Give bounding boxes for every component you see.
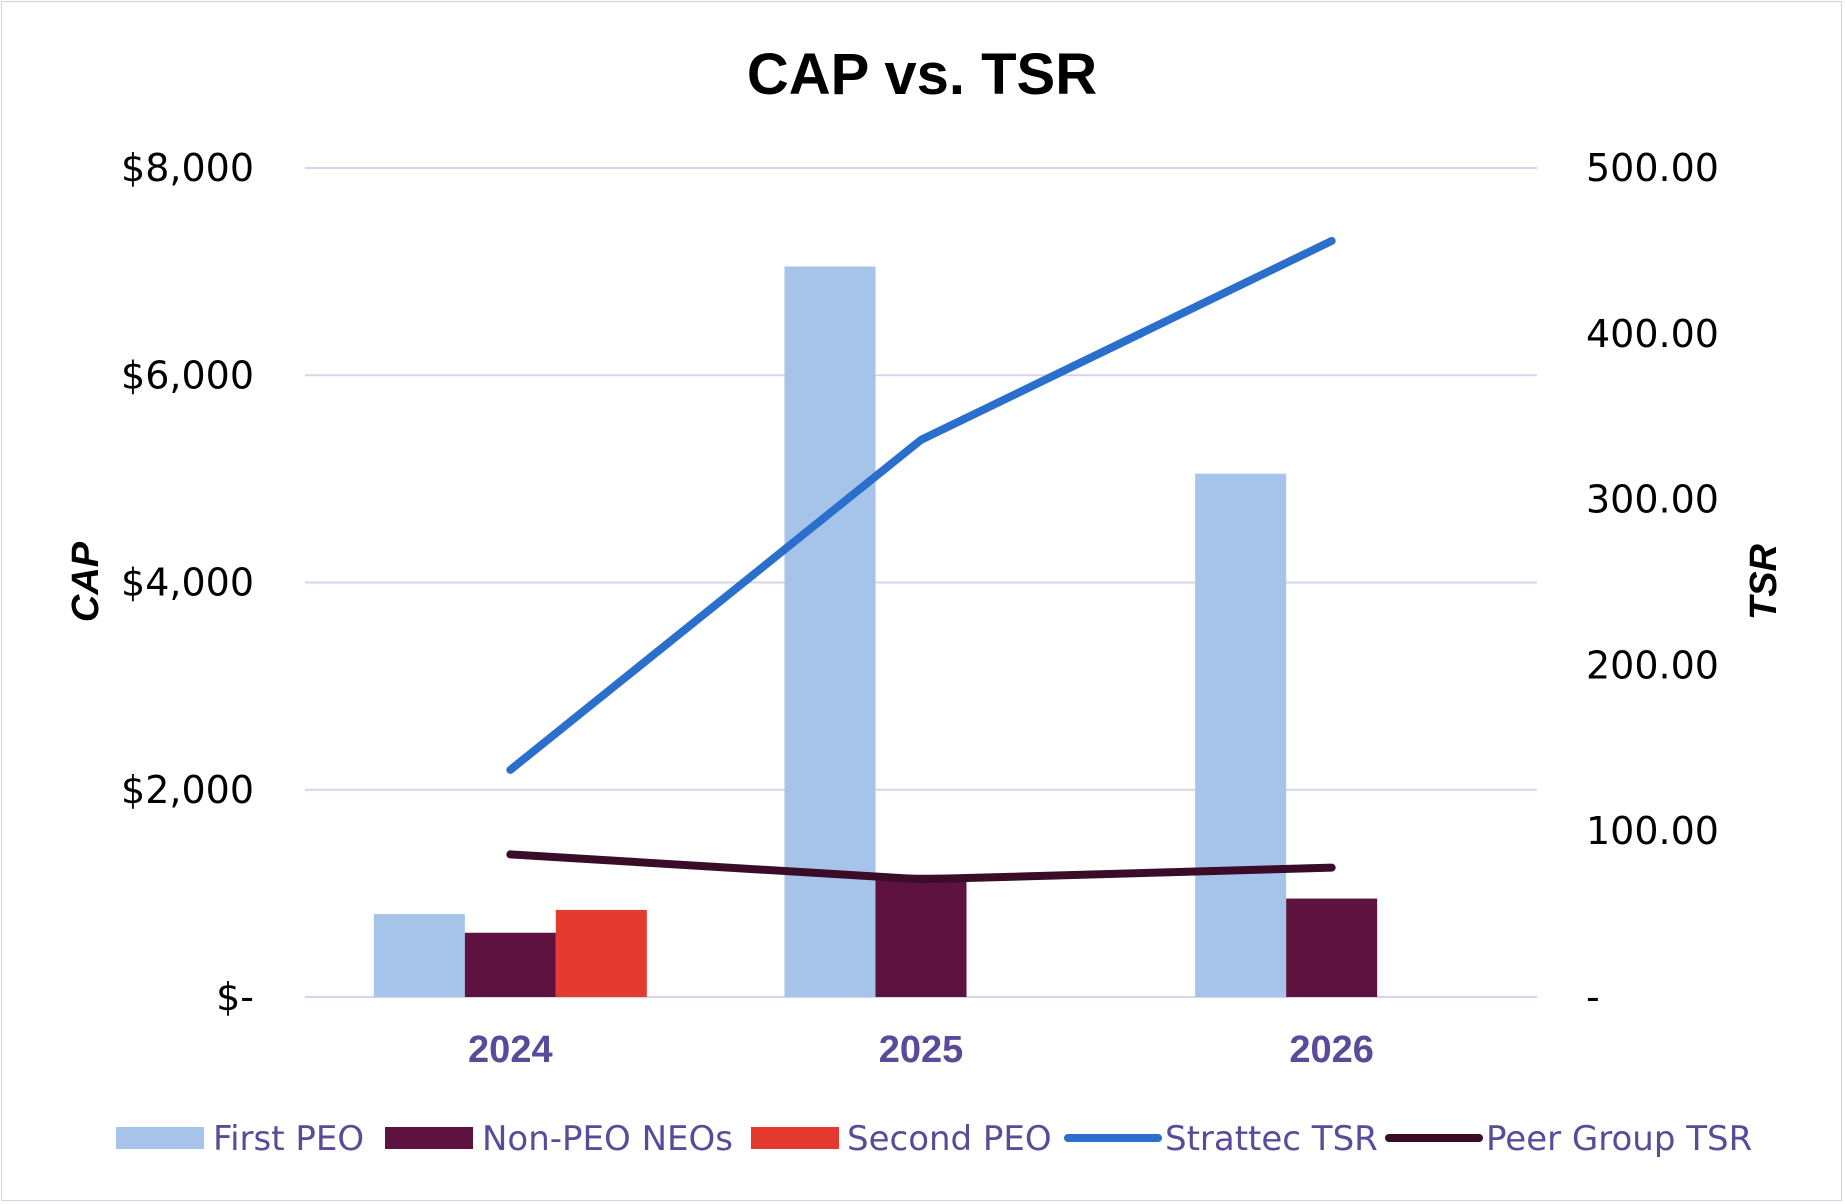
legend-label-non-peo-neos: Non-PEO NEOs bbox=[482, 1119, 733, 1159]
legend-swatch-non-peo-neos bbox=[385, 1127, 473, 1149]
legend-swatch-first-peo bbox=[116, 1127, 204, 1149]
legend-label-strattec-tsr: Strattec TSR bbox=[1165, 1119, 1378, 1159]
right-axis-title: TSR bbox=[1743, 543, 1785, 620]
bar-non-peo-neos bbox=[1286, 898, 1378, 997]
left-axis-title: CAP bbox=[65, 541, 107, 622]
right-tick-label: 100.00 bbox=[1586, 809, 1719, 853]
bar-second-peo bbox=[555, 909, 647, 997]
bar-first-peo bbox=[784, 266, 876, 998]
bar-non-peo-neos bbox=[875, 874, 967, 997]
right-tick-label: - bbox=[1586, 975, 1600, 1019]
legend-label-second-peo: Second PEO bbox=[847, 1119, 1052, 1159]
bar-first-peo bbox=[373, 914, 465, 997]
category-label: 2024 bbox=[468, 1029, 553, 1071]
right-tick-label: 500.00 bbox=[1586, 146, 1719, 190]
legend: First PEO Non-PEO NEOs Second PEO Strattec … bbox=[116, 1119, 1752, 1159]
gridlines bbox=[305, 167, 1537, 998]
left-tick-label: $2,000 bbox=[121, 768, 254, 812]
left-tick-label: $8,000 bbox=[121, 146, 254, 190]
category-label: 2026 bbox=[1289, 1029, 1374, 1071]
category-labels: 2024 2025 2026 bbox=[468, 1029, 1374, 1071]
left-tick-label: $6,000 bbox=[121, 353, 254, 397]
bar-first-peo bbox=[1195, 473, 1287, 998]
legend-label-first-peo: First PEO bbox=[213, 1119, 364, 1159]
right-axis-ticks: - 100.00 200.00 300.00 400.00 500.00 bbox=[1586, 146, 1719, 1019]
category-label: 2025 bbox=[879, 1029, 964, 1071]
legend-label-peer-group-tsr: Peer Group TSR bbox=[1486, 1119, 1752, 1159]
right-tick-label: 200.00 bbox=[1586, 643, 1719, 687]
right-tick-label: 400.00 bbox=[1586, 312, 1719, 356]
bar-non-peo-neos bbox=[464, 932, 556, 997]
left-tick-label: $4,000 bbox=[121, 561, 254, 605]
legend-swatch-second-peo bbox=[751, 1127, 839, 1149]
left-tick-label: $- bbox=[216, 975, 254, 1019]
right-tick-label: 300.00 bbox=[1586, 478, 1719, 522]
line-series bbox=[506, 236, 1336, 884]
left-axis-ticks: $- $2,000 $4,000 $6,000 $8,000 bbox=[121, 146, 254, 1019]
chart-title: CAP vs. TSR bbox=[747, 42, 1097, 107]
